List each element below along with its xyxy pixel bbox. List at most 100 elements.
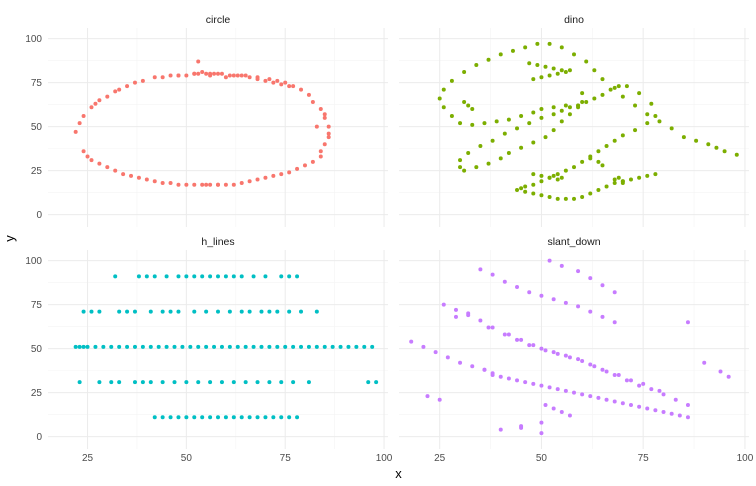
data-point: [275, 309, 280, 314]
data-point: [291, 84, 296, 89]
data-point: [247, 179, 252, 184]
data-point: [592, 96, 597, 101]
data-point: [204, 309, 209, 314]
data-point: [295, 415, 300, 420]
data-point: [604, 397, 609, 402]
data-point: [576, 103, 581, 108]
data-point: [531, 343, 536, 348]
data-point: [306, 380, 311, 385]
data-point: [588, 394, 593, 399]
data-point: [547, 175, 552, 180]
data-point: [523, 189, 528, 194]
data-point: [219, 344, 224, 349]
data-point: [132, 309, 137, 314]
data-point: [251, 274, 256, 279]
data-point: [576, 269, 581, 274]
data-point: [649, 101, 654, 106]
data-point: [231, 415, 236, 420]
data-point: [584, 59, 589, 64]
data-point: [563, 196, 568, 201]
data-point: [97, 380, 102, 385]
panel-h-lines: h_lines 0 25 50 75 100 25 50 75 100: [25, 236, 393, 464]
data-point: [283, 344, 288, 349]
data-point: [633, 128, 638, 133]
data-point: [531, 182, 536, 187]
data-point: [314, 344, 319, 349]
data-point: [539, 293, 544, 298]
data-point: [263, 78, 268, 83]
data-point: [247, 75, 252, 80]
data-point: [535, 62, 540, 67]
data-point: [239, 73, 244, 78]
data-point: [567, 355, 572, 360]
data-point: [160, 75, 165, 80]
data-point: [437, 397, 442, 402]
data-point: [223, 182, 228, 187]
data-point: [113, 168, 118, 173]
data-point: [645, 406, 650, 411]
data-point: [563, 70, 568, 75]
y-tick-label: 25: [31, 388, 43, 399]
data-point: [612, 177, 617, 182]
data-point: [152, 274, 157, 279]
data-point: [77, 121, 82, 126]
data-point: [453, 307, 458, 312]
data-point: [140, 78, 145, 83]
data-point: [97, 98, 102, 103]
data-point: [482, 121, 487, 126]
data-point: [441, 105, 446, 110]
data-point: [510, 48, 515, 53]
data-point: [661, 392, 666, 397]
data-point: [612, 373, 617, 378]
data-point: [216, 71, 220, 76]
data-point: [478, 318, 483, 323]
data-point: [539, 173, 544, 178]
data-point: [275, 344, 280, 349]
panel-circle: circle 0 25 50 75 100: [25, 14, 388, 227]
data-point: [125, 84, 130, 89]
data-point: [184, 274, 189, 279]
data-point: [227, 344, 232, 349]
data-point: [144, 274, 149, 279]
data-point: [612, 138, 617, 143]
data-point: [314, 124, 319, 129]
data-point: [196, 59, 201, 64]
data-point: [462, 168, 467, 173]
data-point: [295, 166, 300, 171]
data-point: [192, 415, 197, 420]
data-point: [527, 343, 532, 348]
data-point: [572, 52, 576, 57]
data-point: [247, 309, 252, 314]
data-point: [620, 180, 625, 185]
data-point: [694, 138, 699, 143]
data-point: [563, 300, 568, 305]
data-point: [279, 380, 284, 385]
data-point: [354, 344, 359, 349]
data-point: [152, 179, 157, 184]
data-point: [239, 309, 244, 314]
data-point: [239, 180, 244, 185]
data-point: [645, 173, 650, 178]
data-point: [176, 274, 181, 279]
data-point: [543, 135, 548, 140]
data-point: [645, 112, 650, 117]
data-point: [200, 415, 205, 420]
data-point: [97, 309, 102, 314]
data-point: [519, 145, 524, 150]
y-tick-label: 50: [31, 122, 43, 133]
data-point: [628, 177, 633, 182]
data-point: [322, 142, 327, 147]
data-point: [486, 325, 491, 330]
data-point: [653, 114, 658, 119]
data-point: [612, 85, 617, 90]
data-point: [362, 344, 367, 349]
data-point: [231, 73, 236, 78]
data-point: [322, 115, 327, 120]
data-point: [616, 175, 621, 180]
data-point: [449, 78, 454, 83]
facet-strip-label: dino: [564, 14, 584, 26]
data-point: [346, 344, 351, 349]
data-point: [85, 344, 90, 349]
data-point: [506, 332, 511, 337]
data-point: [445, 355, 450, 360]
